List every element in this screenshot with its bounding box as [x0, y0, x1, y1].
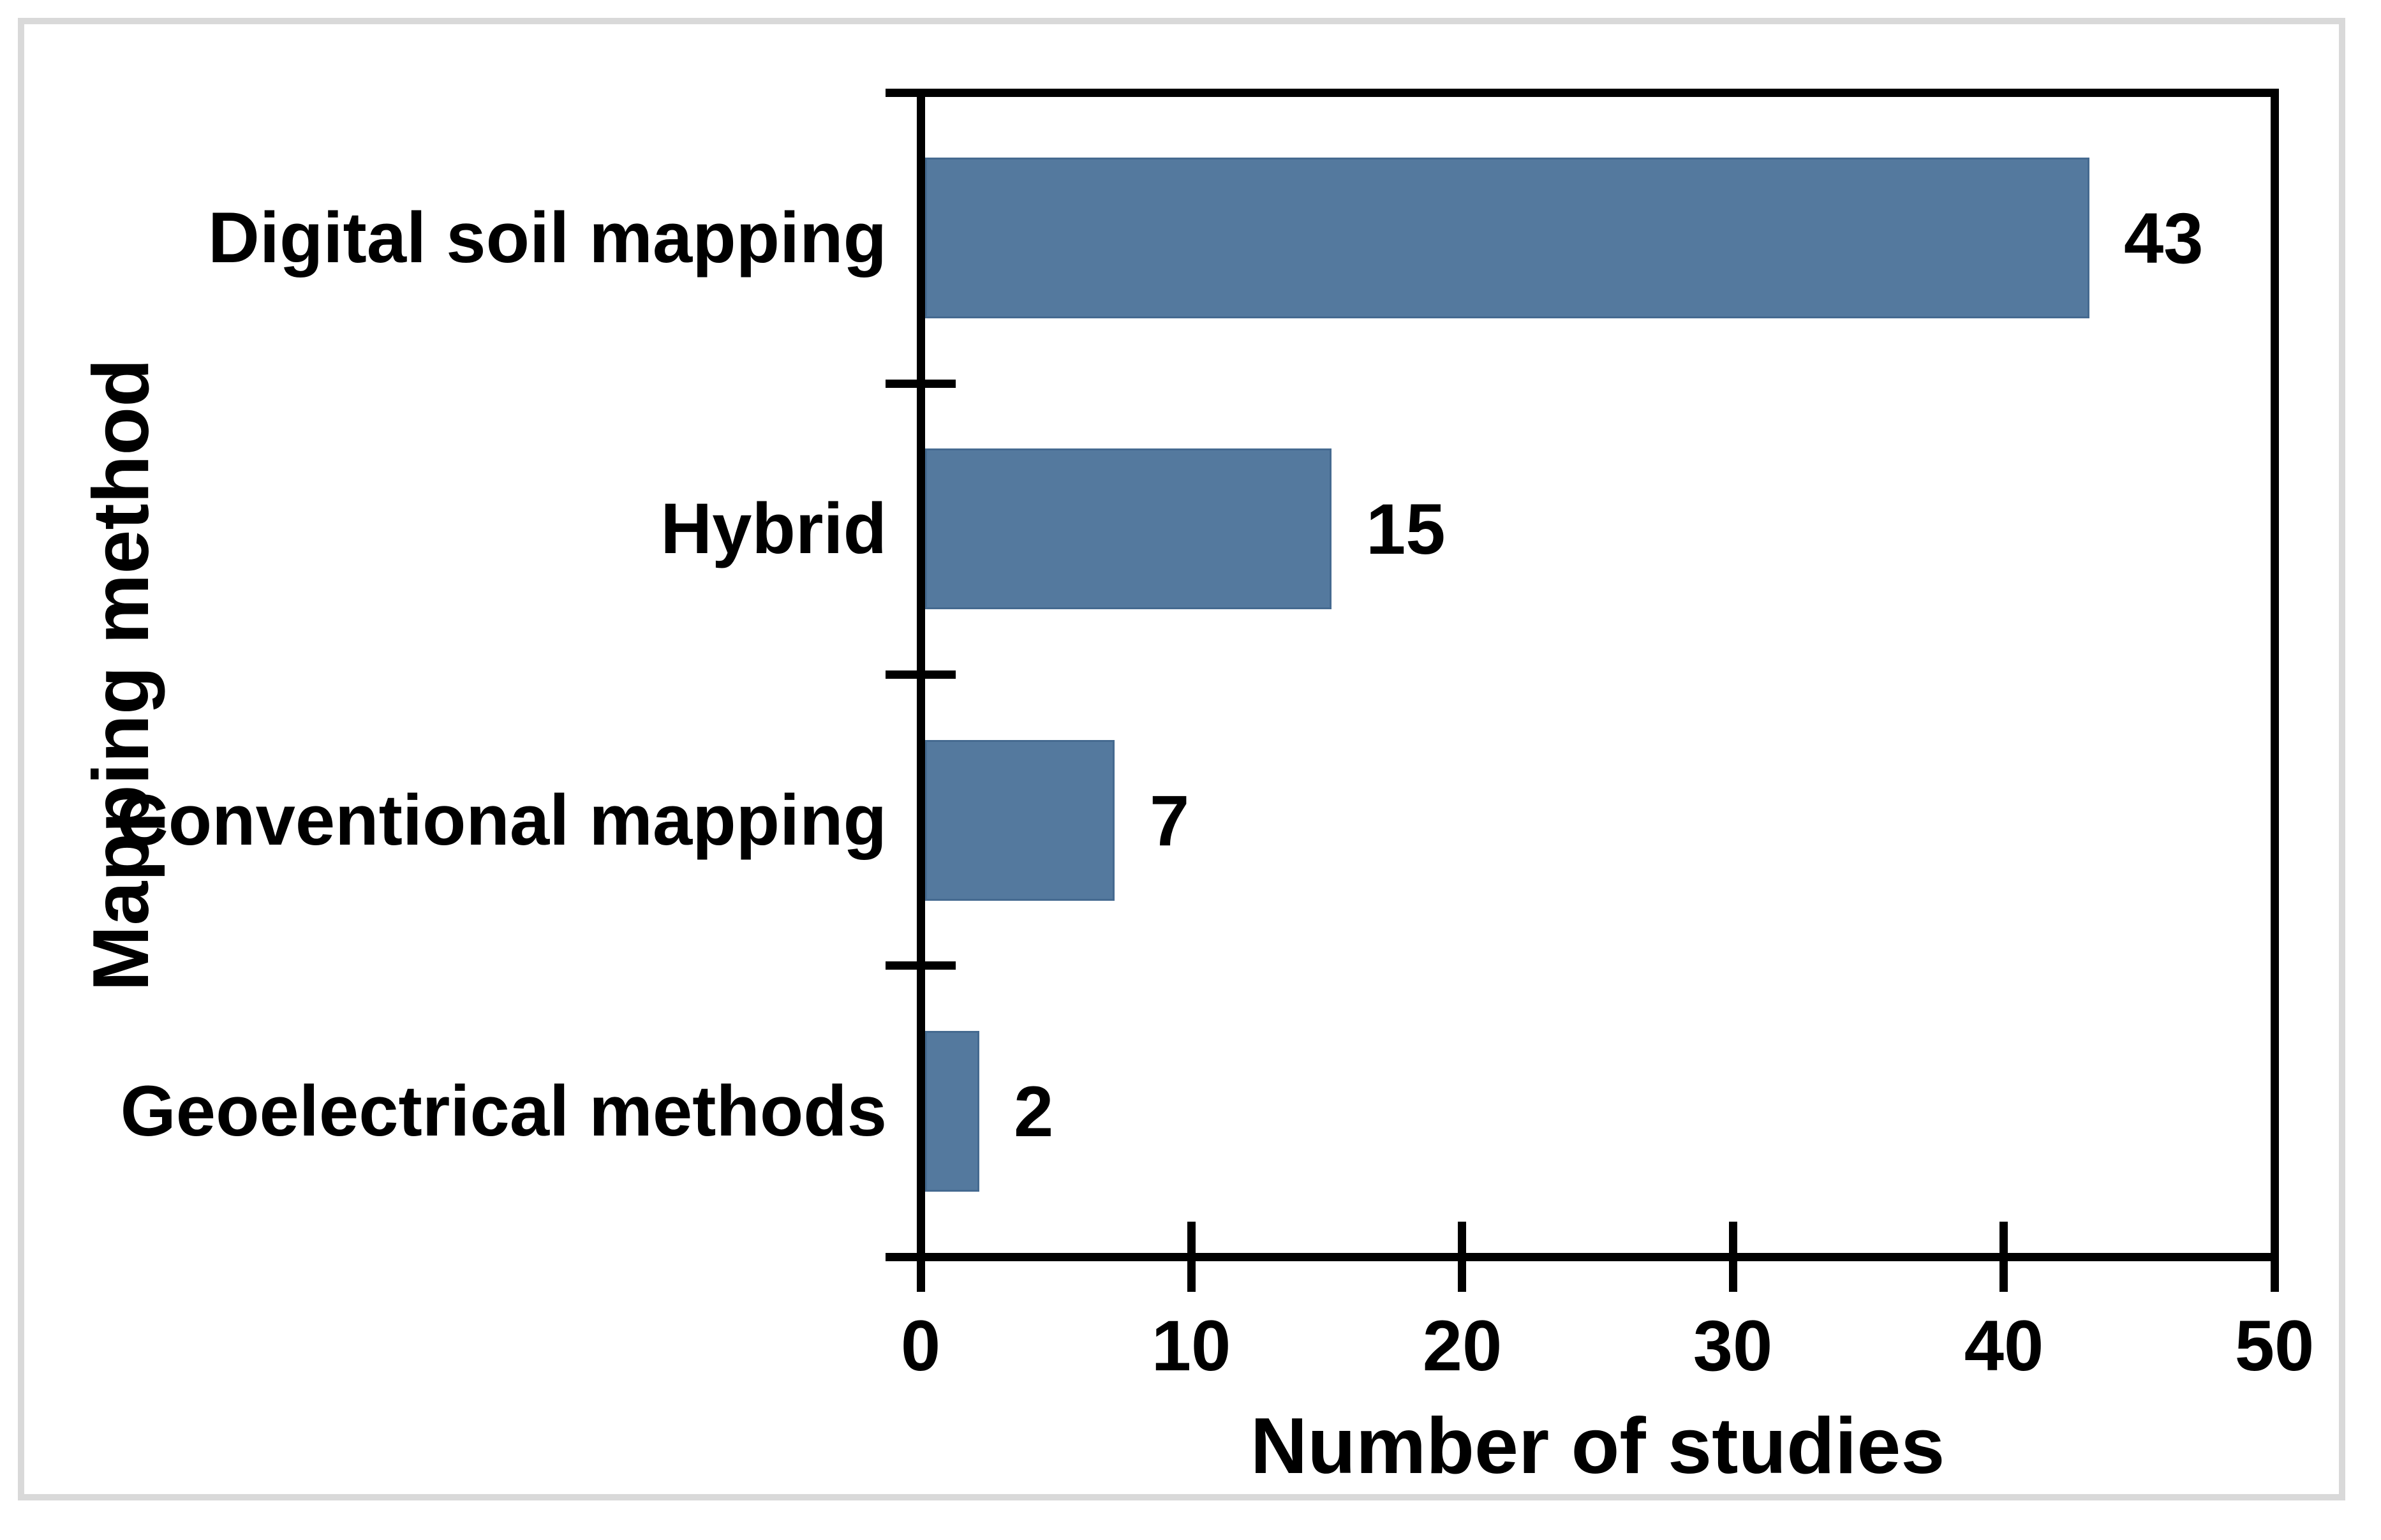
- x-axis-tick: [2271, 1222, 2279, 1292]
- x-axis-tick-label: 20: [1422, 1306, 1502, 1386]
- x-axis-line: [917, 1253, 2279, 1261]
- x-axis-tick: [1187, 1222, 1196, 1292]
- x-axis-tick-label: 50: [2234, 1306, 2315, 1386]
- x-axis-tick-label: 30: [1693, 1306, 1773, 1386]
- x-axis-tick: [1458, 1222, 1466, 1292]
- y-axis-tick: [886, 89, 956, 97]
- x-axis-title: Number of studies: [1250, 1402, 1945, 1490]
- bar-hybrid: [925, 448, 1331, 609]
- x-axis-tick: [1729, 1222, 1737, 1292]
- bar-digital-soil-mapping: [925, 158, 2089, 318]
- category-label: Geoelectrical methods: [120, 1070, 887, 1151]
- x-axis-tick-label: 10: [1151, 1306, 1231, 1386]
- x-axis-tick: [1999, 1222, 2008, 1292]
- bar-geoelectrical-methods: [925, 1031, 979, 1192]
- category-label: Hybrid: [660, 488, 887, 568]
- x-axis-tick-label: 40: [1964, 1306, 2044, 1386]
- data-label: 43: [2124, 198, 2204, 278]
- bar-conventional-mapping: [925, 740, 1115, 901]
- x-axis-tick-label: 0: [900, 1306, 941, 1386]
- y-axis-tick: [886, 670, 956, 679]
- category-label: Conventional mapping: [116, 780, 887, 860]
- data-label: 15: [1366, 489, 1446, 569]
- data-label: 7: [1150, 780, 1190, 861]
- plot-border-right: [2271, 89, 2279, 1261]
- data-label: 2: [1014, 1071, 1054, 1151]
- y-axis-tick: [886, 961, 956, 970]
- y-axis-tick: [886, 1253, 956, 1261]
- category-label: Digital soil mapping: [207, 197, 887, 278]
- plot-border-top: [917, 89, 2279, 97]
- y-axis-title: Mapping method: [77, 359, 165, 991]
- y-axis-tick: [886, 380, 956, 388]
